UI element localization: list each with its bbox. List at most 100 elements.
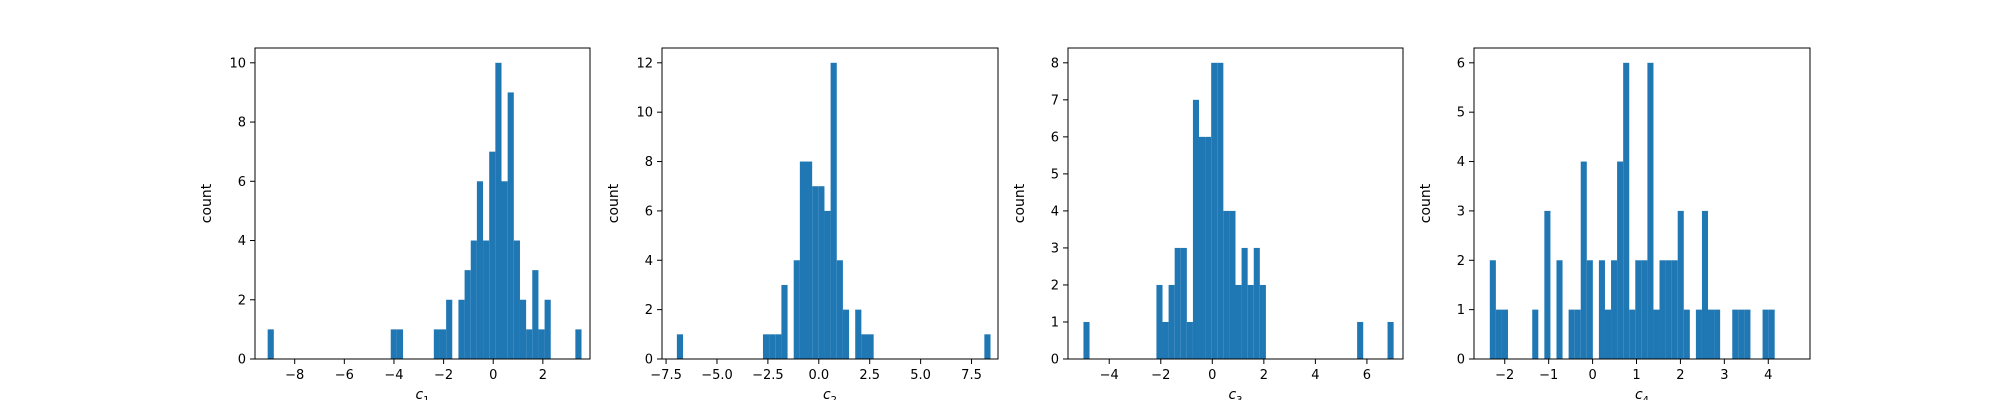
histogram-bar xyxy=(476,181,484,359)
histogram-bar xyxy=(1241,247,1248,359)
histogram-bar xyxy=(1568,309,1575,359)
x-tick-label: −8 xyxy=(285,368,304,383)
histogram-bar xyxy=(1199,136,1206,359)
x-tick-label: −4 xyxy=(1100,368,1119,383)
histogram-bar xyxy=(439,329,447,359)
histogram-bar xyxy=(1205,136,1212,359)
histogram-bar xyxy=(446,299,453,359)
histogram-bar xyxy=(1501,309,1508,359)
y-tick-label: 6 xyxy=(645,204,653,219)
y-tick-label: 12 xyxy=(636,56,653,71)
y-tick-label: 2 xyxy=(1457,254,1465,269)
histogram-bar xyxy=(1211,62,1218,360)
histogram-bar xyxy=(433,329,440,359)
histogram-bar xyxy=(1229,210,1236,359)
x-tick-label: 2 xyxy=(1676,368,1684,383)
histogram-bar xyxy=(818,186,825,359)
histogram-c4: −2 −1 0 1 2 3 4 0 1 2 3 4 5 6 c4 count xyxy=(1418,47,1811,405)
x-tick-label: −4 xyxy=(384,368,403,383)
histogram-bar xyxy=(1174,247,1181,359)
x-tick-label: 0 xyxy=(1588,368,1596,383)
x-tick-label: 5.0 xyxy=(910,368,931,383)
x-tick-label: 6 xyxy=(1363,368,1371,383)
histogram-bar xyxy=(1544,210,1551,359)
x-tick-label: 4 xyxy=(1764,368,1772,383)
histogram-bar xyxy=(1617,161,1624,359)
histogram-bar xyxy=(1701,210,1709,359)
histogram-bar xyxy=(830,62,837,360)
histogram-bar xyxy=(1495,309,1502,359)
histogram-bar xyxy=(836,260,843,359)
histogram-bar xyxy=(1253,247,1260,359)
histogram-bar xyxy=(1532,309,1539,359)
y-tick-label: 5 xyxy=(1457,106,1465,121)
histogram-bar xyxy=(1235,284,1242,359)
y-tick-label: 1 xyxy=(1051,315,1059,330)
histogram-bar xyxy=(781,284,788,359)
axes-frame xyxy=(1473,47,1811,360)
histogram-bar xyxy=(464,270,471,359)
histogram-bar xyxy=(483,240,490,359)
y-tick-label: 4 xyxy=(645,254,653,269)
histogram-bar xyxy=(519,299,527,359)
histogram-bar xyxy=(513,240,520,359)
histogram-bar xyxy=(1641,260,1648,359)
histogram-bar xyxy=(390,329,397,359)
x-tick-label: −2 xyxy=(1495,368,1514,383)
histogram-bar xyxy=(1671,260,1678,359)
histogram-bar xyxy=(1357,321,1364,359)
histogram-c2: −7.5 −5.0 −2.5 0.0 2.5 5.0 7.5 0 2 4 6 8 10 12 c2 count xyxy=(606,47,999,405)
histogram-bar xyxy=(824,210,831,359)
histogram-bar xyxy=(1580,161,1587,359)
x-tick-label: 7.5 xyxy=(961,368,982,383)
x-tick-label: 2.5 xyxy=(859,368,880,383)
histogram-bar xyxy=(544,299,551,359)
x-tick-label: 0.0 xyxy=(808,368,829,383)
histogram-c1: −8 −6 −4 −2 0 2 0 2 4 6 8 10 c1 count xyxy=(199,47,591,405)
histogram-bar xyxy=(1635,260,1642,359)
histogram-bar xyxy=(1156,284,1163,359)
y-tick-label: 10 xyxy=(229,56,246,71)
histogram-bar xyxy=(842,309,850,359)
histogram-bar xyxy=(799,161,807,359)
histogram-bar xyxy=(1611,260,1618,359)
histogram-bar xyxy=(1732,309,1739,359)
y-tick-label: 4 xyxy=(238,234,246,249)
histogram-bar xyxy=(775,334,782,359)
histogram-bar xyxy=(1259,284,1266,359)
x-tick-label: 1 xyxy=(1632,368,1640,383)
y-axis-label: count xyxy=(1012,183,1028,223)
histogram-bar xyxy=(526,329,533,359)
histogram-bar xyxy=(1647,62,1654,360)
y-tick-label: 3 xyxy=(1457,204,1465,219)
histogram-bar xyxy=(489,151,496,359)
y-tick-label: 3 xyxy=(1051,241,1059,256)
x-tick-label: −2 xyxy=(434,368,453,383)
y-tick-label: 8 xyxy=(645,155,653,170)
y-tick-label: 2 xyxy=(1051,278,1059,293)
histogram-bar xyxy=(1192,99,1200,359)
y-tick-label: 2 xyxy=(238,293,246,308)
x-tick-label: −6 xyxy=(335,368,354,383)
y-tick-label: 6 xyxy=(1457,56,1465,71)
histogram-bar xyxy=(396,329,404,359)
histogram-bar xyxy=(861,334,868,359)
histogram-bar xyxy=(1708,309,1715,359)
histogram-bar xyxy=(1168,284,1175,359)
histogram-bar xyxy=(1489,260,1496,359)
y-tick-label: 8 xyxy=(1051,56,1059,71)
x-tick-label: −2.5 xyxy=(752,368,784,383)
histogram-bar xyxy=(532,270,539,359)
histogram-bar xyxy=(1629,309,1636,359)
histogram-bar xyxy=(1653,309,1660,359)
x-tick-label: 0 xyxy=(1208,368,1216,383)
y-tick-label: 4 xyxy=(1457,155,1465,170)
histogram-bar xyxy=(1217,62,1224,360)
x-axis-label: c3 xyxy=(1228,387,1242,400)
histogram-bar xyxy=(1695,309,1702,359)
histogram-bar xyxy=(1083,321,1090,359)
x-tick-label: 2 xyxy=(1260,368,1268,383)
histogram-bar xyxy=(501,181,508,359)
histogram-bar xyxy=(1162,321,1169,359)
